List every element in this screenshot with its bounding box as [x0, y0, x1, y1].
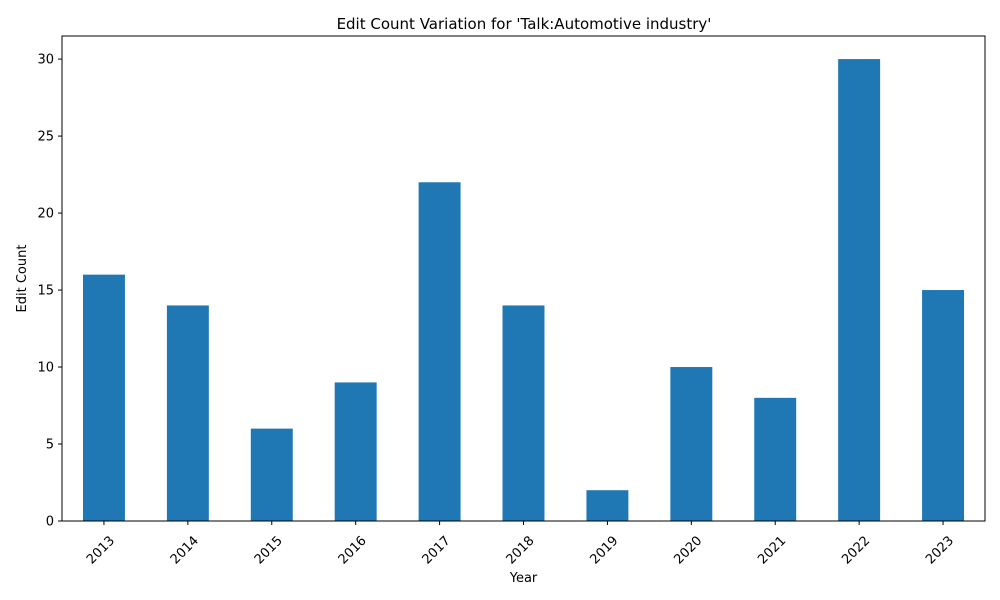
x-tick-label: 2021	[755, 533, 789, 567]
x-axis-title: Year	[509, 571, 538, 586]
bar-2019	[586, 490, 629, 521]
y-axis: 0 5 10 15 20 25 30	[37, 53, 62, 530]
y-tick-label: 5	[46, 438, 54, 453]
bar-2018	[502, 305, 545, 521]
x-tick-label: 2015	[252, 533, 286, 567]
y-tick-label: 25	[37, 130, 54, 145]
y-tick-label: 10	[37, 361, 54, 376]
x-tick-label: 2013	[84, 533, 118, 567]
bars-group	[82, 59, 965, 521]
y-tick-label: 15	[37, 284, 54, 299]
x-axis: 2013 2014 2015 2016 2017 2018 2019 2020 2021 2022…	[84, 521, 957, 567]
bar-2017	[418, 182, 461, 521]
x-tick-label: 2014	[168, 533, 202, 567]
x-tick-label: 2020	[671, 533, 705, 567]
y-tick-label: 0	[46, 515, 54, 530]
bar-2021	[754, 397, 797, 521]
bar-2015	[250, 428, 293, 521]
x-tick-label: 2023	[923, 533, 957, 567]
bar-2022	[838, 59, 881, 521]
x-tick-label: 2019	[587, 533, 621, 567]
x-tick-label: 2017	[420, 533, 454, 567]
y-axis-title: Edit Count	[15, 245, 30, 313]
x-tick-label: 2016	[336, 533, 370, 567]
bar-2014	[166, 305, 209, 521]
chart-title: Edit Count Variation for 'Talk:Automotiv…	[337, 15, 712, 33]
x-tick-label: 2018	[504, 533, 538, 567]
bar-2013	[82, 274, 125, 521]
y-tick-label: 20	[37, 207, 54, 222]
bar-2016	[334, 382, 377, 521]
y-tick-label: 30	[37, 53, 54, 68]
bar-2020	[670, 367, 713, 521]
x-tick-label: 2022	[839, 533, 873, 567]
bar-2023	[922, 290, 965, 521]
plot-frame	[61, 35, 986, 522]
